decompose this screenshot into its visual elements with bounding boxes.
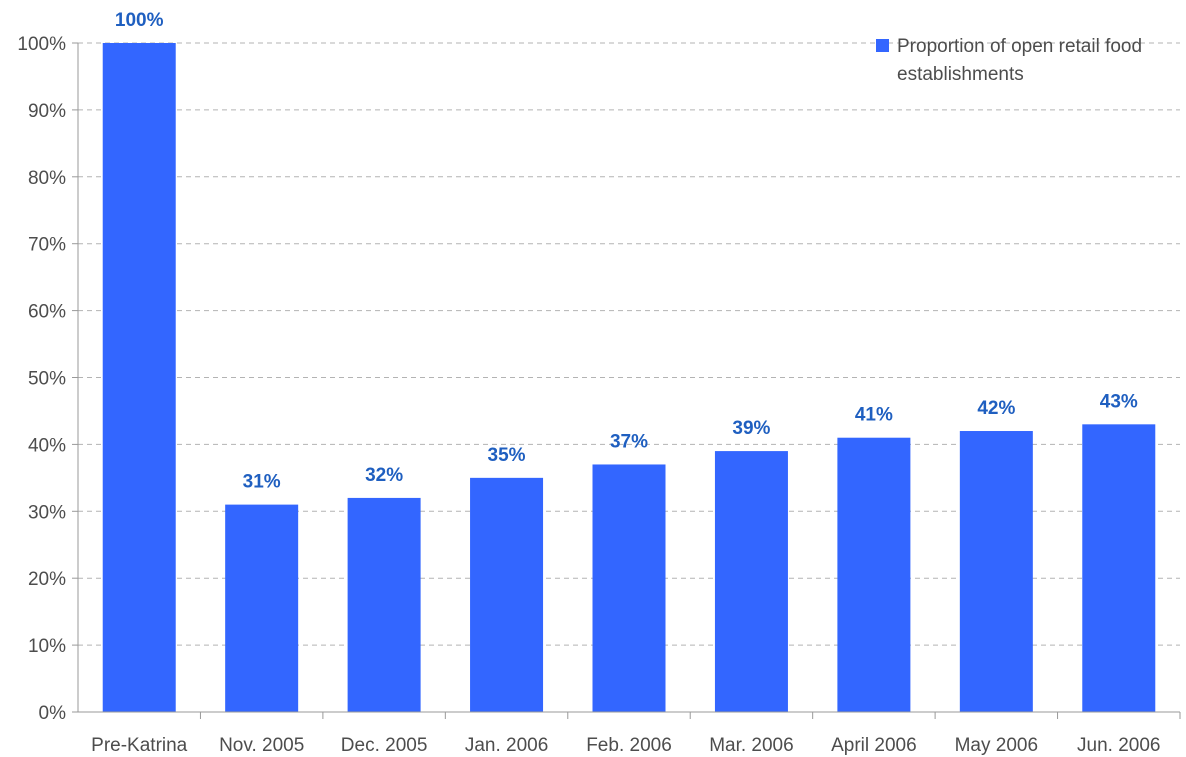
y-tick-label: 70% — [28, 235, 66, 256]
x-tick-label: May 2006 — [955, 735, 1038, 756]
bar — [1082, 424, 1156, 712]
axes: 0% 10% 20% 30% 40% 50% 60% 70% 80% 90% 100% Pre-Kat… — [17, 34, 1181, 756]
data-label: 42% — [977, 398, 1015, 419]
legend: Proportion of open retail food establish… — [876, 36, 1142, 85]
data-label: 43% — [1100, 391, 1138, 412]
x-tick-label: Jan. 2006 — [465, 735, 548, 756]
x-tick-label: Dec. 2005 — [341, 735, 428, 756]
bar — [225, 504, 299, 712]
legend-label-line-1: Proportion of open retail food — [897, 36, 1142, 57]
x-tick-label: Nov. 2005 — [219, 735, 304, 756]
bar — [347, 497, 421, 712]
bar — [102, 43, 176, 712]
bar — [959, 431, 1033, 712]
x-tick-label: Feb. 2006 — [586, 735, 672, 756]
data-label: 32% — [365, 465, 403, 486]
data-label: 41% — [855, 405, 893, 426]
x-tick-label: Jun. 2006 — [1077, 735, 1160, 756]
bar — [714, 451, 788, 712]
y-tick-label: 40% — [28, 435, 66, 456]
bar — [470, 477, 544, 712]
bars — [102, 43, 1156, 712]
y-tick-label: 20% — [28, 569, 66, 590]
bar — [837, 437, 911, 712]
y-tick-label: 0% — [39, 703, 67, 724]
y-tick-label: 80% — [28, 168, 66, 189]
data-labels: 100% 31% 32% 35% 37% 39% 41% 42% 43% — [115, 10, 1138, 493]
data-label: 35% — [488, 445, 526, 466]
y-tick-label: 90% — [28, 101, 66, 122]
legend-swatch — [876, 39, 889, 52]
y-tick-label: 100% — [17, 34, 66, 55]
legend-label-line-2: establishments — [897, 64, 1024, 85]
data-label: 100% — [115, 10, 164, 31]
y-tick-label: 10% — [28, 636, 66, 657]
x-tick-label: Pre-Katrina — [91, 735, 188, 756]
y-tick-label: 60% — [28, 302, 66, 323]
data-label: 37% — [610, 431, 648, 452]
x-tick-label: Mar. 2006 — [709, 735, 794, 756]
y-tick-label: 50% — [28, 369, 66, 390]
y-tick-label: 30% — [28, 502, 66, 523]
data-label: 31% — [243, 472, 281, 493]
x-tick-label: April 2006 — [831, 735, 917, 756]
data-label: 39% — [732, 418, 770, 439]
bar — [592, 464, 666, 712]
